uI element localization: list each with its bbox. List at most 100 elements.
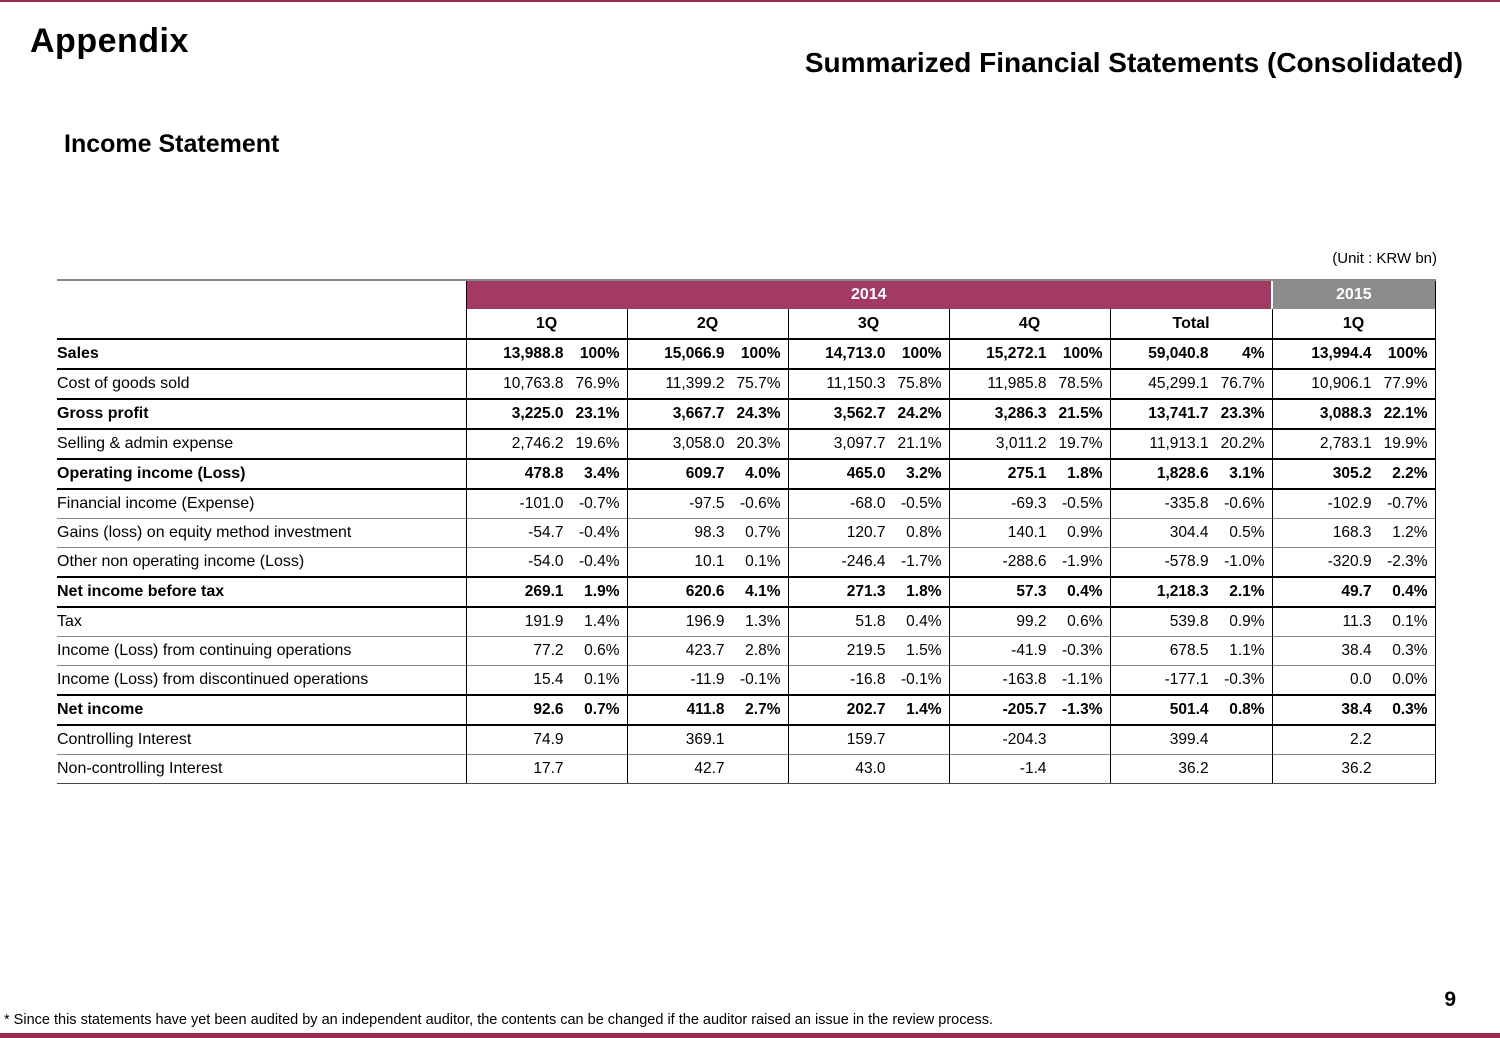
cell-percent: 2.7% <box>745 701 781 718</box>
row-label: Tax <box>57 606 466 637</box>
cell-value: -177.1 <box>1164 671 1209 688</box>
data-cell: -177.1 -0.3% <box>1109 665 1273 695</box>
cell-value: -68.0 <box>850 495 886 512</box>
cell-value: 77.2 <box>533 642 564 659</box>
cell-content: 74.9 <box>467 731 627 749</box>
data-cell: -102.9 -0.7% <box>1271 488 1436 519</box>
cell-content: -320.9 -2.3% <box>1273 553 1435 571</box>
data-cell: 678.5 1.1% <box>1109 636 1273 666</box>
cell-value: 36.2 <box>1341 760 1372 777</box>
table-row: Non-controlling Interest 17.7 42.7 43.0 -1.4… <box>57 754 1436 784</box>
cell-value: -335.8 <box>1164 495 1209 512</box>
data-cell: 11,399.2 75.7% <box>626 368 788 399</box>
data-cell: 120.7 0.8% <box>787 518 949 548</box>
cell-content: -288.6 -1.9% <box>950 553 1110 571</box>
cell-content: 0.0 0.0% <box>1273 671 1435 689</box>
cell-content: -54.0 -0.4% <box>467 553 627 571</box>
slide-heading: Summarized Financial Statements (Consoli… <box>804 47 1463 78</box>
year-header-2015: 2015 <box>1271 279 1436 309</box>
cell-percent: 100% <box>740 345 781 362</box>
cell-percent: 75.7% <box>736 375 781 392</box>
cell-content: 3,011.2 19.7% <box>950 435 1110 453</box>
table-body: Sales 13,988.8 100% 15,066.9 100% 14,713.0 100… <box>57 338 1436 784</box>
cell-percent: 0.7% <box>745 524 781 541</box>
table-corner-cell <box>57 279 466 309</box>
table-row: Financial income (Expense) -101.0 -0.7% -97… <box>57 488 1436 519</box>
data-cell: 49.7 0.4% <box>1271 576 1436 608</box>
cell-content: 423.7 2.8% <box>628 642 788 660</box>
table-row: Other non operating income (Loss) -54.0 -0… <box>57 547 1436 577</box>
cell-value: 43.0 <box>855 760 886 777</box>
row-label: Income (Loss) from discontinued operatio… <box>57 665 466 695</box>
cell-percent: 21.1% <box>897 435 942 452</box>
data-cell: 10,906.1 77.9% <box>1271 368 1436 399</box>
data-cell: 609.7 4.0% <box>626 458 788 490</box>
cell-value: -69.3 <box>1011 495 1047 512</box>
data-cell: 275.1 1.8% <box>948 458 1110 490</box>
cell-percent: 0.1% <box>584 671 620 688</box>
cell-content: 38.4 0.3% <box>1273 701 1435 719</box>
cell-percent: 77.9% <box>1383 375 1428 392</box>
cell-percent: 0.3% <box>1392 642 1428 659</box>
cell-content: 269.1 1.9% <box>467 583 627 601</box>
cell-percent: 2.8% <box>745 642 781 659</box>
data-cell: 269.1 1.9% <box>465 576 627 608</box>
data-cell: 2,746.2 19.6% <box>465 428 627 459</box>
cell-content: 191.9 1.4% <box>467 613 627 631</box>
cell-percent: 22.1% <box>1383 405 1428 422</box>
cell-content: 539.8 0.9% <box>1111 613 1272 631</box>
cell-content: 59,040.8 4% <box>1111 345 1272 363</box>
row-label: Financial income (Expense) <box>57 488 466 519</box>
cell-value: -1.4 <box>1019 760 1047 777</box>
cell-content: 620.6 4.1% <box>628 583 788 601</box>
cell-percent: -0.7% <box>579 495 620 512</box>
cell-content: 271.3 1.8% <box>789 583 949 601</box>
cell-percent: -2.3% <box>1387 553 1428 570</box>
data-cell: 45,299.1 76.7% <box>1109 368 1273 399</box>
page-title: Appendix <box>30 22 189 60</box>
data-cell: 0.0 0.0% <box>1271 665 1436 695</box>
cell-value: 15,272.1 <box>986 345 1047 362</box>
top-accent-bar <box>0 0 1500 2</box>
cell-content: 11.3 0.1% <box>1273 613 1435 631</box>
cell-value: 98.3 <box>694 524 725 541</box>
cell-content: 305.2 2.2% <box>1273 465 1435 483</box>
table-row: Controlling Interest 74.9 369.1 159.7 -204.3… <box>57 724 1436 755</box>
data-cell: 11,913.1 20.2% <box>1109 428 1273 459</box>
data-cell: 15.4 0.1% <box>465 665 627 695</box>
cell-content: 202.7 1.4% <box>789 701 949 719</box>
cell-content: -54.7 -0.4% <box>467 524 627 542</box>
cell-percent: 76.9% <box>575 375 620 392</box>
data-cell: 11,150.3 75.8% <box>787 368 949 399</box>
cell-percent: 21.5% <box>1058 405 1103 422</box>
cell-percent: -0.5% <box>901 495 942 512</box>
bottom-accent-bar <box>0 1033 1500 1038</box>
data-cell: 140.1 0.9% <box>948 518 1110 548</box>
cell-content: 2,746.2 19.6% <box>467 435 627 453</box>
data-cell: -101.0 -0.7% <box>465 488 627 519</box>
cell-content: 99.2 0.6% <box>950 613 1110 631</box>
cell-value: 2.2 <box>1350 731 1372 748</box>
cell-content: 11,913.1 20.2% <box>1111 435 1272 453</box>
data-cell: 3,667.7 24.3% <box>626 398 788 430</box>
cell-percent: 1.5% <box>906 642 942 659</box>
data-cell: 11.3 0.1% <box>1271 606 1436 637</box>
cell-content: 1,218.3 2.1% <box>1111 583 1272 601</box>
data-cell: -97.5 -0.6% <box>626 488 788 519</box>
data-cell: -288.6 -1.9% <box>948 547 1110 577</box>
table-row: Gross profit 3,225.0 23.1% 3,667.7 24.3% 3,56… <box>57 398 1436 430</box>
data-cell: 38.4 0.3% <box>1271 636 1436 666</box>
cell-value: 399.4 <box>1169 731 1209 748</box>
cell-value: 3,097.7 <box>833 435 886 452</box>
column-header: 3Q <box>787 309 949 340</box>
table-row: Net income before tax 269.1 1.9% 620.6 4.1% 2… <box>57 576 1436 608</box>
row-label: Gains (loss) on equity method investment <box>57 518 466 548</box>
cell-content: 49.7 0.4% <box>1273 583 1435 601</box>
data-cell: 92.6 0.7% <box>465 694 627 726</box>
cell-content: 13,741.7 23.3% <box>1111 405 1272 423</box>
cell-value: 38.4 <box>1341 701 1372 718</box>
row-label: Gross profit <box>57 398 466 430</box>
cell-value: 411.8 <box>686 701 725 718</box>
row-label: Net income before tax <box>57 576 466 608</box>
cell-percent: -1.7% <box>901 553 942 570</box>
